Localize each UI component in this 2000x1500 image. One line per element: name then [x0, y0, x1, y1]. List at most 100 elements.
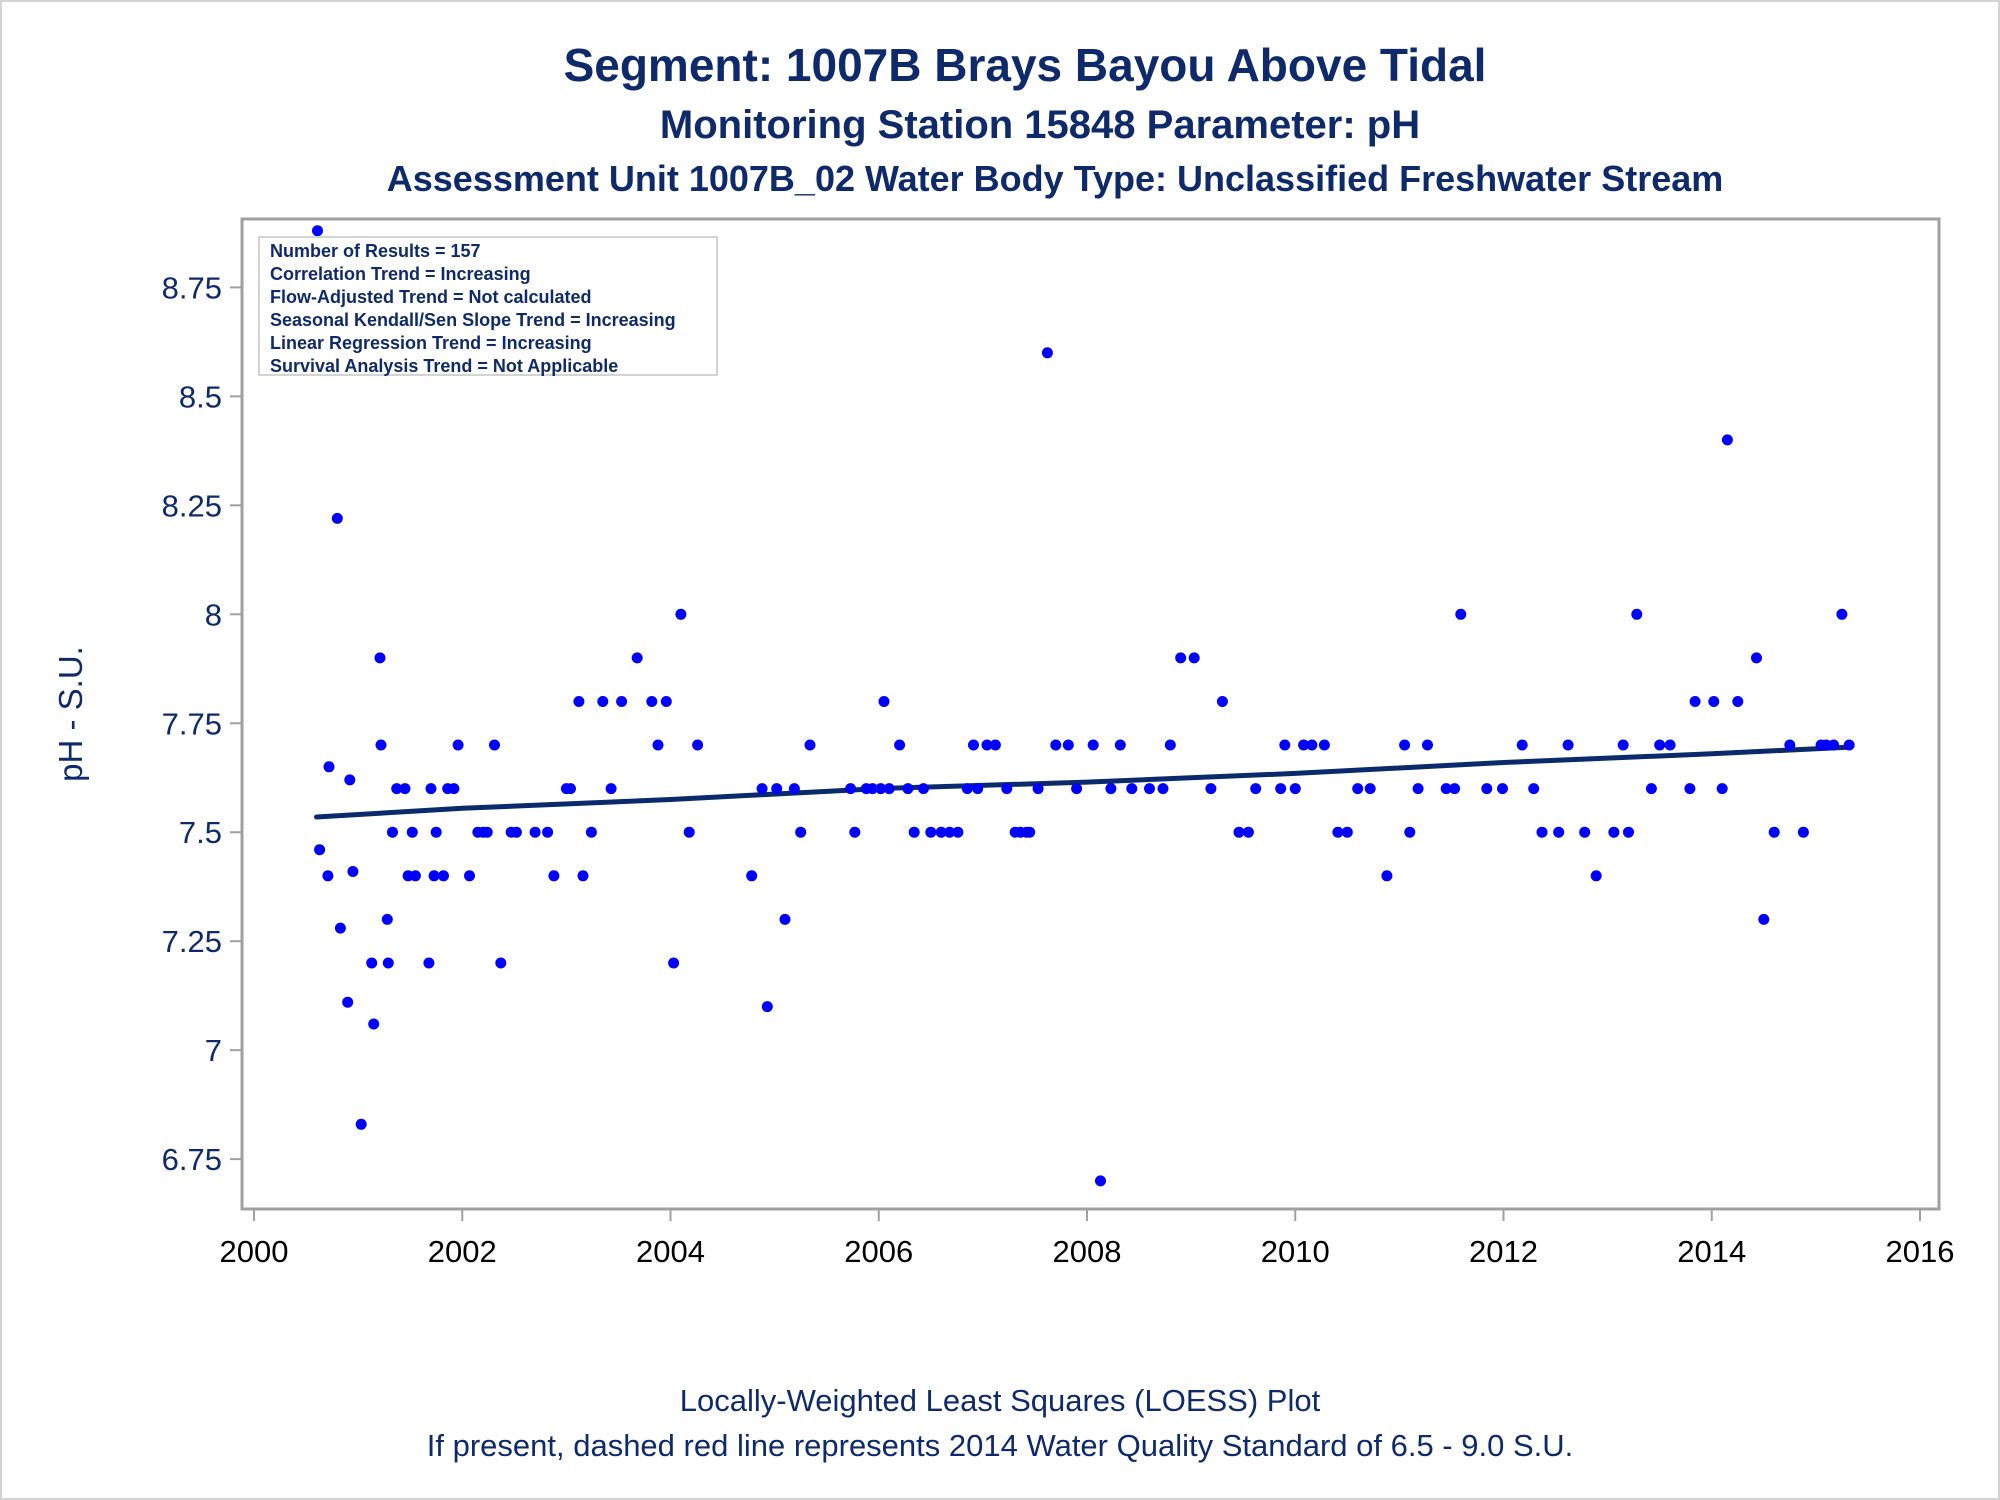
data-point [1455, 608, 1467, 620]
data-point [1001, 783, 1013, 795]
data-point [391, 783, 403, 795]
data-point [374, 652, 386, 664]
data-point [1654, 739, 1666, 751]
data-point [683, 826, 695, 838]
x-tick-label: 2000 [220, 1234, 289, 1269]
data-point [314, 844, 326, 856]
data-point [1617, 739, 1629, 751]
data-point [867, 783, 878, 795]
data-point [1590, 870, 1602, 882]
data-point [597, 696, 609, 707]
stats-correlation-trend: Correlation Trend = Increasing [270, 264, 531, 284]
data-point [878, 696, 890, 707]
data-point [1242, 826, 1254, 838]
data-point [1623, 826, 1634, 838]
data-point [1279, 739, 1291, 751]
chart-subtitle-assessment: Assessment Unit 1007B_02 Water Body Type… [386, 158, 1724, 199]
data-point [1579, 826, 1591, 838]
data-point [387, 826, 398, 838]
data-point [1684, 783, 1696, 795]
data-point [481, 826, 493, 838]
data-point [795, 826, 807, 838]
data-point [1114, 739, 1126, 751]
data-point [1105, 783, 1117, 795]
y-tick-label: 8.25 [162, 488, 222, 523]
data-point [406, 826, 418, 838]
data-point [1126, 783, 1138, 795]
data-point [399, 783, 411, 795]
data-point [1440, 783, 1452, 795]
y-axis-label: pH - S.U. [52, 646, 89, 782]
data-point [746, 870, 758, 882]
data-point [312, 225, 323, 237]
stats-survival-analysis-trend: Survival Analysis Trend = Not Applicable [270, 356, 619, 376]
data-point [1553, 826, 1565, 838]
data-point [1716, 783, 1728, 795]
data-point [464, 870, 475, 882]
data-point [1732, 696, 1744, 707]
y-axis: 6.75 7 7.25 7.5 7.75 8 8.25 8.5 8.75 [162, 270, 242, 1177]
data-point [1216, 696, 1228, 707]
stats-flow-adjusted-trend: Flow-Adjusted Trend = Not calculated [270, 287, 592, 307]
data-point [1071, 783, 1083, 795]
data-point [925, 826, 937, 838]
data-point [375, 739, 387, 751]
data-point [448, 783, 460, 795]
data-point [489, 739, 500, 751]
data-point [756, 783, 768, 795]
data-point [1836, 608, 1848, 620]
data-point [1797, 826, 1809, 838]
data-point [1828, 739, 1840, 751]
data-point [875, 783, 887, 795]
data-point [355, 1118, 367, 1130]
data-point [605, 783, 617, 795]
data-point [1157, 783, 1169, 795]
trend-line-group [314, 744, 1850, 820]
data-point [1175, 652, 1187, 664]
data-point [529, 826, 541, 838]
data-point [366, 957, 378, 969]
data-point [1721, 434, 1733, 446]
data-point [1528, 783, 1540, 795]
data-point [347, 866, 359, 877]
x-tick-label: 2010 [1261, 1234, 1330, 1269]
y-tick-label: 8 [205, 597, 222, 632]
y-tick-label: 7.25 [162, 924, 222, 959]
y-tick-label: 8.75 [162, 270, 222, 305]
data-point [368, 1018, 380, 1030]
data-point [908, 826, 920, 838]
data-point [1689, 696, 1701, 707]
data-point [961, 783, 973, 795]
y-tick-label: 7.5 [179, 815, 222, 850]
data-point [1449, 783, 1461, 795]
loess-trend-line [314, 744, 1850, 820]
data-point [1381, 870, 1393, 882]
data-point [1631, 608, 1643, 620]
data-point [1332, 826, 1344, 838]
y-tick-label: 7.75 [162, 706, 222, 741]
data-point [495, 957, 507, 969]
data-point [652, 739, 664, 751]
data-point [1399, 739, 1411, 751]
data-point [646, 696, 658, 707]
data-point [761, 1001, 773, 1013]
data-point [1645, 783, 1657, 795]
data-point [585, 826, 597, 838]
footnote-standard: If present, dashed red line represents 2… [426, 1428, 1574, 1463]
data-point [779, 913, 791, 925]
data-point [1352, 783, 1364, 795]
x-axis: 2000 2002 2004 2006 2008 2010 2012 2014 2016 [220, 1207, 1954, 1269]
data-point [935, 826, 947, 838]
data-point [1516, 739, 1528, 751]
data-point [981, 739, 993, 751]
data-point [804, 739, 816, 751]
data-point [1664, 739, 1676, 751]
chart-subtitle-station: Monitoring Station 15848 Parameter: pH [659, 103, 1421, 147]
data-point [1404, 826, 1416, 838]
data-point [1289, 783, 1301, 795]
data-point [1751, 652, 1762, 664]
data-point [1412, 783, 1424, 795]
data-point [883, 783, 895, 795]
chart-title: Segment: 1007B Brays Bayou Above Tidal [563, 39, 1487, 91]
data-point [1843, 739, 1855, 751]
